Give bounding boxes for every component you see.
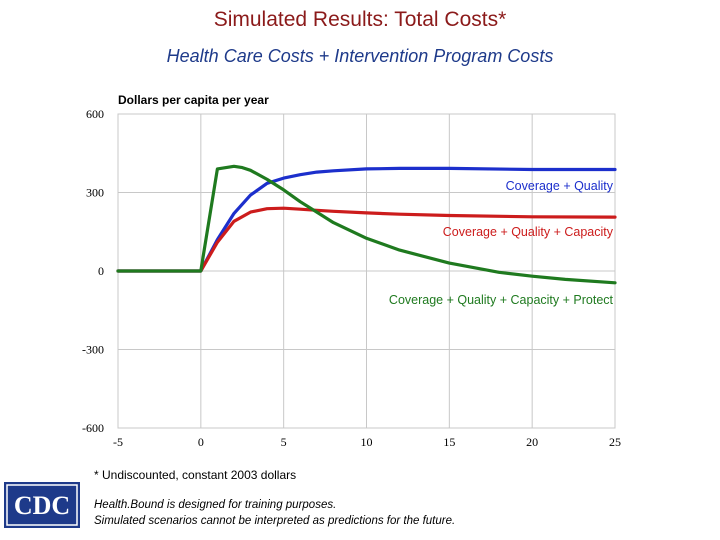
disclaimer-line-2: Simulated scenarios cannot be interprete… (94, 515, 456, 527)
x-tick-label: 5 (281, 435, 287, 449)
cdc-logo: CDC (4, 482, 80, 528)
line-chart: -5 0 5 10 15 20 25 600 300 0 -300 -600 Coverage + Q… (82, 107, 621, 449)
series-line-3 (116, 164, 617, 285)
x-tick-label: -5 (113, 435, 123, 449)
footnote: * Undiscounted, constant 2003 dollars (94, 468, 297, 482)
chart-subtitle: Health Care Costs + Intervention Program… (166, 46, 554, 66)
y-tick-label: -300 (82, 343, 104, 357)
chart-title: Simulated Results: Total Costs* (213, 8, 507, 31)
y-axis-label: Dollars per capita per year (118, 93, 269, 107)
x-tick-label: 10 (361, 435, 373, 449)
x-tick-label: 0 (198, 435, 204, 449)
x-tick-label: 20 (526, 435, 538, 449)
x-tick-label: 25 (609, 435, 621, 449)
cdc-logo-text: CDC (14, 491, 70, 520)
series-label-layer: Coverage + Quality Coverage + Quality + C… (389, 179, 614, 307)
y-tick-label: -600 (82, 421, 104, 435)
series-label-2: Coverage + Quality + Capacity (443, 225, 614, 239)
y-tick-label: 300 (86, 186, 104, 200)
series-line-1 (116, 166, 617, 273)
disclaimer-line-1: Health.Bound is designed for training pu… (94, 499, 337, 511)
x-tick-label: 15 (443, 435, 455, 449)
series-label-1: Coverage + Quality (506, 179, 614, 193)
disclaimer: Health.Bound is designed for training pu… (94, 497, 455, 529)
y-tick-label: 600 (86, 107, 104, 121)
series-label-3: Coverage + Quality + Capacity + Protect (389, 293, 614, 307)
series-line-2 (116, 206, 617, 273)
series-layer (116, 164, 617, 285)
axis-layer: -5 0 5 10 15 20 25 600 300 0 -300 -600 (82, 107, 621, 449)
y-tick-label: 0 (98, 264, 104, 278)
